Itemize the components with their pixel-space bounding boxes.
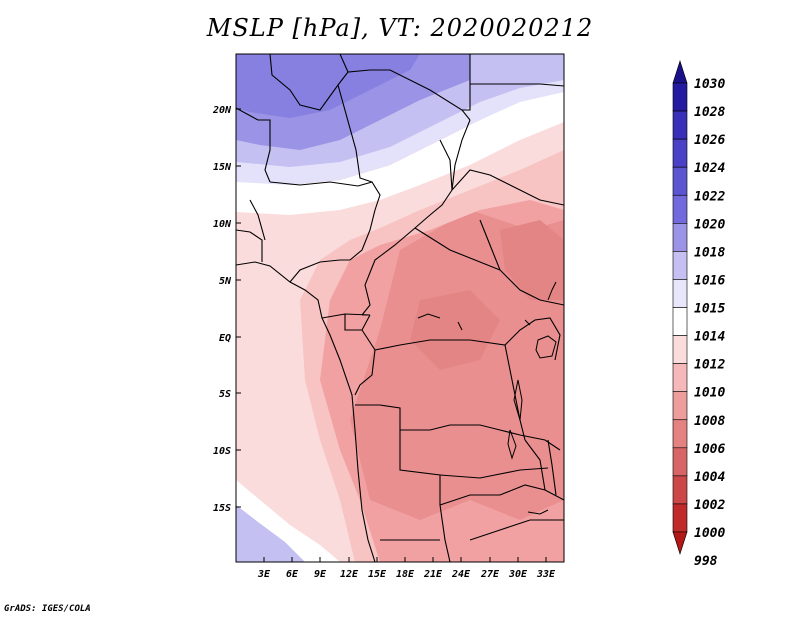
- lon-label: 3E: [257, 569, 271, 580]
- lon-label: 24E: [451, 569, 471, 580]
- lat-label: 5N: [219, 276, 232, 287]
- pressure-field: [236, 54, 564, 562]
- colorbar: 1030 1028 1026 1024 1022 1020 1018 1016 1015 1014…: [672, 60, 725, 569]
- colorbar-swatch: [672, 194, 688, 224]
- colorbar-swatch: [672, 110, 688, 140]
- colorbar-swatch: [672, 307, 688, 336]
- lat-label: 15S: [213, 503, 231, 514]
- axis-ticks: [236, 108, 547, 562]
- map-title: MSLP [hPa], VT: 2020020212: [206, 14, 594, 42]
- colorbar-label: 1020: [694, 217, 725, 232]
- lat-label: 15N: [213, 162, 232, 173]
- lon-label: 33E: [536, 569, 556, 580]
- lat-label: 20N: [212, 105, 232, 116]
- colorbar-swatch: [672, 279, 688, 308]
- colorbar-label: 1016: [694, 273, 725, 288]
- lon-label: 12E: [340, 569, 359, 580]
- colorbar-label: 1012: [694, 358, 725, 373]
- colorbar-swatch: [672, 82, 688, 112]
- lon-label: 9E: [314, 569, 327, 580]
- lat-label: EQ: [219, 333, 231, 344]
- colorbar-swatch: [672, 223, 688, 252]
- lat-label: 10S: [213, 446, 231, 457]
- longitude-labels: 3E 6E 9E 12E 15E 18E 21E 24E 27E 30E 33E: [257, 569, 556, 580]
- colorbar-arrow-top: [672, 60, 688, 84]
- lon-label: 27E: [480, 569, 500, 580]
- lon-label: 30E: [508, 569, 528, 580]
- colorbar-swatch: [672, 138, 688, 168]
- colorbar-label: 1028: [694, 105, 725, 120]
- colorbar-swatch: [672, 419, 688, 449]
- lon-label: 18E: [396, 569, 415, 580]
- colorbar-swatch: [672, 363, 688, 392]
- colorbar-label: 1010: [694, 386, 725, 401]
- colorbar-swatch: [672, 335, 688, 364]
- colorbar-label: 1022: [694, 189, 725, 204]
- colorbar-swatch: [672, 391, 688, 421]
- lakes: [417, 281, 557, 515]
- colorbar-label: 1004: [694, 470, 725, 485]
- colorbar-label: 1008: [694, 414, 725, 429]
- colorbar-label: 1030: [694, 77, 725, 92]
- colorbar-label: 1018: [694, 245, 725, 260]
- lon-label: 21E: [423, 569, 443, 580]
- map-frame: [235, 53, 565, 563]
- colorbar-label: 1024: [694, 161, 725, 176]
- colorbar-label: 998: [694, 554, 718, 569]
- grads-credit: GrADS: IGES/COLA: [4, 604, 91, 614]
- lon-label: 6E: [286, 569, 299, 580]
- colorbar-swatch: [672, 475, 688, 505]
- colorbar-swatch: [672, 447, 688, 477]
- colorbar-label: 1000: [694, 526, 725, 541]
- colorbar-swatch: [672, 251, 688, 280]
- colorbar-arrow-bottom: [672, 531, 688, 555]
- colorbar-label: 1002: [694, 498, 725, 513]
- colorbar-swatch: [672, 503, 688, 533]
- colorbar-label: 1015: [694, 302, 725, 317]
- lat-label: 10N: [213, 219, 232, 230]
- colorbar-label: 1026: [694, 133, 725, 148]
- colorbar-swatch: [672, 166, 688, 196]
- colorbar-label: 1014: [694, 330, 725, 345]
- lon-label: 15E: [368, 569, 387, 580]
- lat-label: 5S: [219, 389, 231, 400]
- latitude-labels: 20N 15N 10N 5N EQ 5S 10S 15S: [212, 105, 232, 514]
- country-borders: [236, 54, 564, 562]
- colorbar-label: 1006: [694, 442, 725, 457]
